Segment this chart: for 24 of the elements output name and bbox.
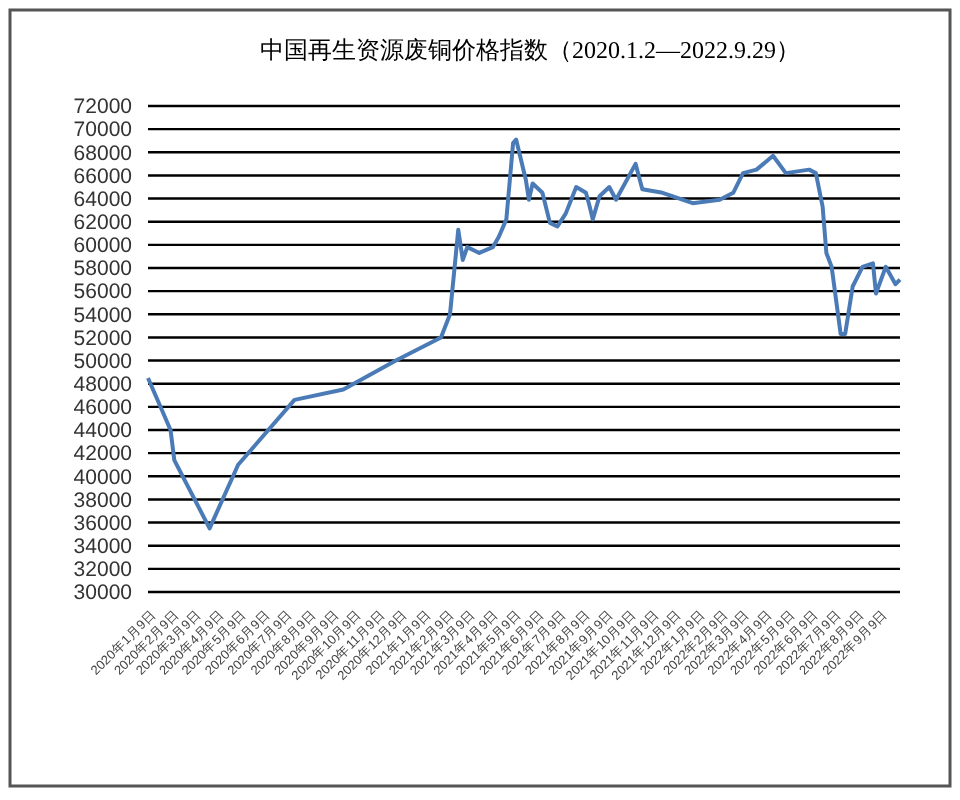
y-tick-label: 56000 [73,280,133,305]
chart-title: 中国再生资源废铜价格指数（2020.1.2—2022.9.29） [260,36,800,64]
y-tick-label: 38000 [73,488,133,513]
y-tick-label: 40000 [73,465,133,490]
y-tick-label: 42000 [73,442,133,467]
y-tick-label: 50000 [73,349,133,374]
y-tick-label: 46000 [73,396,133,421]
y-tick-label: 72000 [73,95,133,120]
y-tick-label: 64000 [73,187,133,212]
y-tick-label: 44000 [73,419,133,444]
line-series [146,137,902,531]
y-tick-label: 54000 [73,303,133,328]
y-tick-label: 36000 [73,511,133,536]
y-tick-label: 62000 [73,211,133,236]
y-tick-label: 30000 [73,581,133,606]
y-tick-label: 60000 [73,234,133,259]
y-tick-label: 58000 [73,257,133,282]
y-tick-label: 48000 [73,373,133,398]
y-tick-label: 34000 [73,535,133,560]
y-tick-label: 52000 [73,326,133,351]
y-tick-label: 70000 [73,118,133,143]
y-tick-label: 68000 [73,141,133,166]
y-tick-label: 32000 [73,558,133,583]
y-tick-label: 66000 [73,164,133,189]
